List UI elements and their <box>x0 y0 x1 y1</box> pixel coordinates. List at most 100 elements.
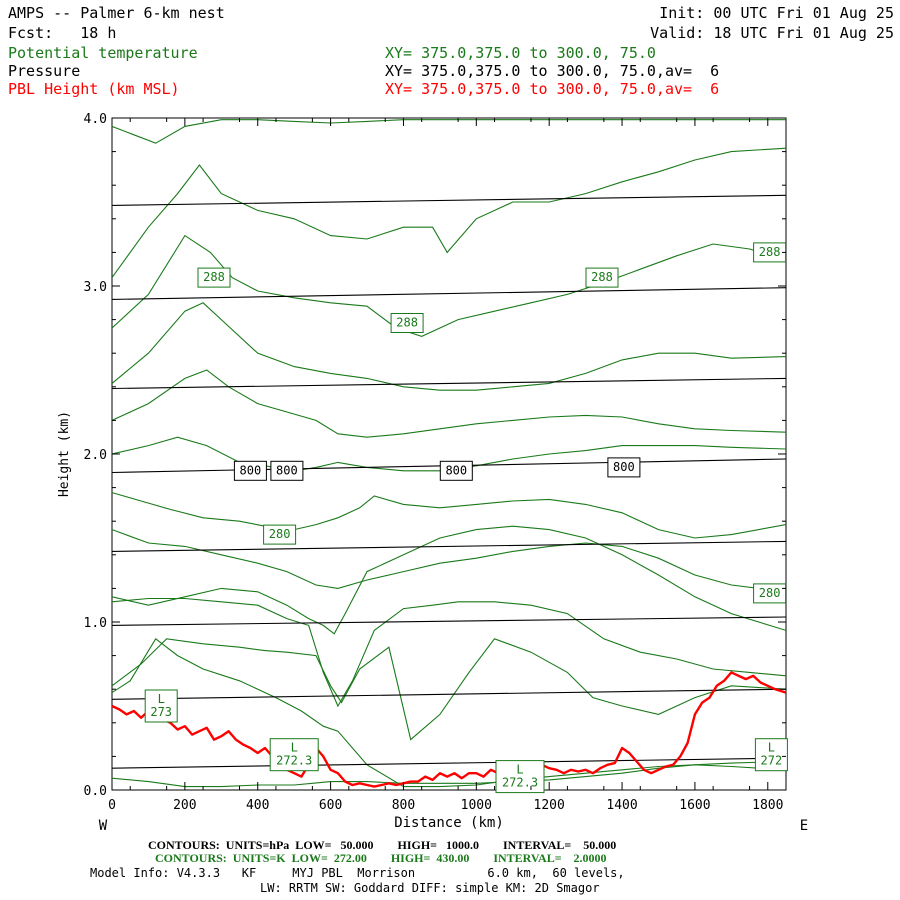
contour-label-text: 288 <box>203 270 225 284</box>
contour-label-box <box>607 457 641 478</box>
contour-label-box <box>753 583 787 604</box>
x-tick-label: 1400 <box>606 798 637 813</box>
pbl-height-series <box>112 671 786 788</box>
contour-label-text: 800 <box>240 463 262 477</box>
contour-label-3: 288 <box>753 242 787 263</box>
contour-label-1: 288 <box>390 313 424 333</box>
contour-label-text: 800 <box>276 463 298 477</box>
theta-contours <box>112 119 786 788</box>
contour-label-text: L <box>291 741 298 755</box>
pressure-isobar-0 <box>112 757 786 769</box>
theta-contour-4 <box>112 525 786 635</box>
contour-label-text: 273 <box>150 705 172 719</box>
x-tick-label: 1800 <box>752 798 783 813</box>
contour-label-box <box>263 524 297 545</box>
field1-name: Potential temperature <box>8 44 198 62</box>
x-tick-label: 800 <box>392 798 415 813</box>
contour-label-text: 288 <box>591 270 613 284</box>
theta-contour-9 <box>112 302 786 391</box>
x-end-left-label: W <box>99 818 108 834</box>
theta-contour-10 <box>112 234 786 337</box>
x-axis-label: Distance (km) <box>394 815 504 831</box>
pressure-isobar-7 <box>112 194 786 206</box>
contour-label-text: 280 <box>269 527 291 541</box>
footer-pressure-contours: CONTOURS: UNITS=hPa LOW= 50.000 HIGH= 10… <box>148 838 617 852</box>
contour-label-text: 280 <box>759 586 781 600</box>
pressure-isobar-3 <box>112 540 786 552</box>
y-axis-label: Height (km) <box>57 411 72 497</box>
contour-label-text: L <box>516 763 523 777</box>
chart-title: AMPS -- Palmer 6-km nest <box>8 4 225 22</box>
contour-label-box <box>754 738 788 772</box>
contour-label-box <box>439 460 473 481</box>
contour-label-text: 272.3 <box>502 776 538 790</box>
pbl-height-line <box>112 671 786 788</box>
x-end-right-label: E <box>800 818 808 834</box>
pressure-isobar-2 <box>112 616 786 626</box>
x-tick-label: 400 <box>246 798 269 813</box>
field3-name: PBL Height (km MSL) <box>8 80 180 98</box>
theta-contour-12 <box>112 119 786 144</box>
y-tick-label: 0.0 <box>84 784 107 799</box>
theta-contour-1 <box>112 637 786 788</box>
forecast-hour: Fcst: 18 h <box>8 24 117 42</box>
valid-time: Valid: 18 UTC Fri 01 Aug 25 <box>650 24 894 42</box>
plot-frame <box>111 117 787 791</box>
y-tick-label: 3.0 <box>84 280 107 295</box>
x-tick-label: 600 <box>319 798 342 813</box>
x-tick-label: 1200 <box>534 798 565 813</box>
theta-contour-5 <box>112 529 786 593</box>
field2-xy: XY= 375.0,375.0 to 300.0, 75.0,av= 6 <box>385 62 720 80</box>
plot-border <box>111 117 787 791</box>
contour-label-text: 272.3 <box>276 754 312 768</box>
pressure-isobar-5 <box>112 377 786 390</box>
contour-label-7: 800 <box>607 457 641 478</box>
contour-label-4: 800 <box>233 460 267 481</box>
footer-model-info: Model Info: V4.3.3 KF MYJ PBL Morrison 6… <box>90 866 625 880</box>
axes: 0 200 400 600 800 1000 1200 1400 1600 1800 0.0 1.0 2… <box>57 112 808 834</box>
x-tick-label: 1600 <box>679 798 710 813</box>
y-tick-label: 4.0 <box>84 112 107 127</box>
contour-label-text: 288 <box>759 245 781 259</box>
x-tick-label: 1000 <box>461 798 492 813</box>
contour-label-box <box>233 460 267 481</box>
contour-label-box <box>495 760 545 794</box>
y-tick-label: 2.0 <box>84 448 107 463</box>
field3-xy: XY= 375.0,375.0 to 300.0, 75.0,av= 6 <box>385 80 720 98</box>
theta-contour-11 <box>112 147 786 278</box>
x-tick-label: 0 <box>108 798 116 813</box>
contour-label-box <box>144 689 178 723</box>
theta-contour-3 <box>112 597 786 708</box>
contour-label-text: 288 <box>396 316 418 330</box>
pressure-isobar-1 <box>112 688 786 700</box>
contour-label-text: 800 <box>613 460 635 474</box>
contour-label-text: L <box>768 741 775 755</box>
x-tick-label: 200 <box>173 798 196 813</box>
theta-contour-6 <box>112 492 786 539</box>
contour-label-box <box>585 267 619 288</box>
y-tick-label: 1.0 <box>84 616 107 631</box>
field1-xy: XY= 375.0,375.0 to 300.0, 75.0 <box>385 44 656 62</box>
contour-label-8: 280 <box>263 524 297 545</box>
contour-label-box <box>197 267 231 288</box>
footer-theta-contours: CONTOURS: UNITS=K LOW= 272.00 HIGH= 430.… <box>155 851 607 865</box>
init-time: Init: 00 UTC Fri 01 Aug 25 <box>659 4 894 22</box>
contour-label-9: 280 <box>753 583 787 604</box>
contour-label-box <box>269 738 319 772</box>
theta-contour-8 <box>112 369 786 438</box>
pressure-isobar-6 <box>112 287 786 300</box>
contour-label-0: 288 <box>197 267 231 288</box>
pressure-isobars <box>112 194 786 769</box>
contour-label-box <box>270 460 304 481</box>
contour-label-text: L <box>158 692 165 706</box>
field2-name: Pressure <box>8 62 81 80</box>
contour-label-5: 800 <box>270 460 304 481</box>
footer-physics-info: LW: RRTM SW: Goddard DIFF: simple KM: 2D… <box>260 881 600 895</box>
contour-label-box <box>390 313 424 333</box>
